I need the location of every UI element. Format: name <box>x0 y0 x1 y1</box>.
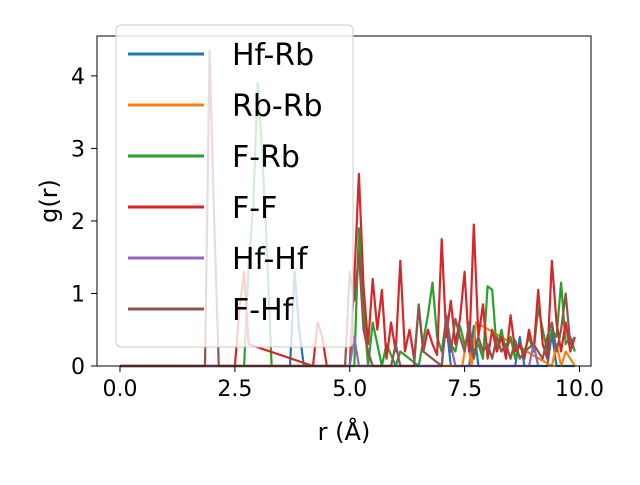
y-tick-label: 2 <box>71 210 85 235</box>
legend: Hf-Rb Rb-Rb F-Rb F-F Hf-Hf F-Hf <box>115 24 354 348</box>
y-axis-label: g(r) <box>35 179 63 223</box>
y-tick-label: 0 <box>71 355 85 380</box>
legend-label-f-rb: F-Rb <box>232 140 300 175</box>
x-tick-label: 0.0 <box>102 377 137 402</box>
legend-label-rb-rb: Rb-Rb <box>232 89 323 124</box>
y-axis: 0 1 2 3 4 <box>71 65 97 380</box>
legend-label-hf-hf: Hf-Hf <box>232 242 309 277</box>
y-tick-label: 3 <box>71 137 85 162</box>
legend-label-f-hf: F-Hf <box>232 293 295 328</box>
series-line-f-hf <box>120 49 576 368</box>
x-tick-label: 2.5 <box>217 377 252 402</box>
x-tick-label: 10.0 <box>555 377 604 402</box>
y-tick-label: 1 <box>71 282 85 307</box>
legend-label-f-f: F-F <box>232 191 277 226</box>
x-axis-label: r (Å) <box>318 417 371 446</box>
legend-label-hf-rb: Hf-Rb <box>232 38 314 73</box>
y-tick-label: 4 <box>71 65 85 90</box>
x-axis: 0.0 2.5 5.0 7.5 10.0 <box>102 366 604 402</box>
x-tick-label: 5.0 <box>332 377 367 402</box>
x-tick-label: 7.5 <box>447 377 482 402</box>
